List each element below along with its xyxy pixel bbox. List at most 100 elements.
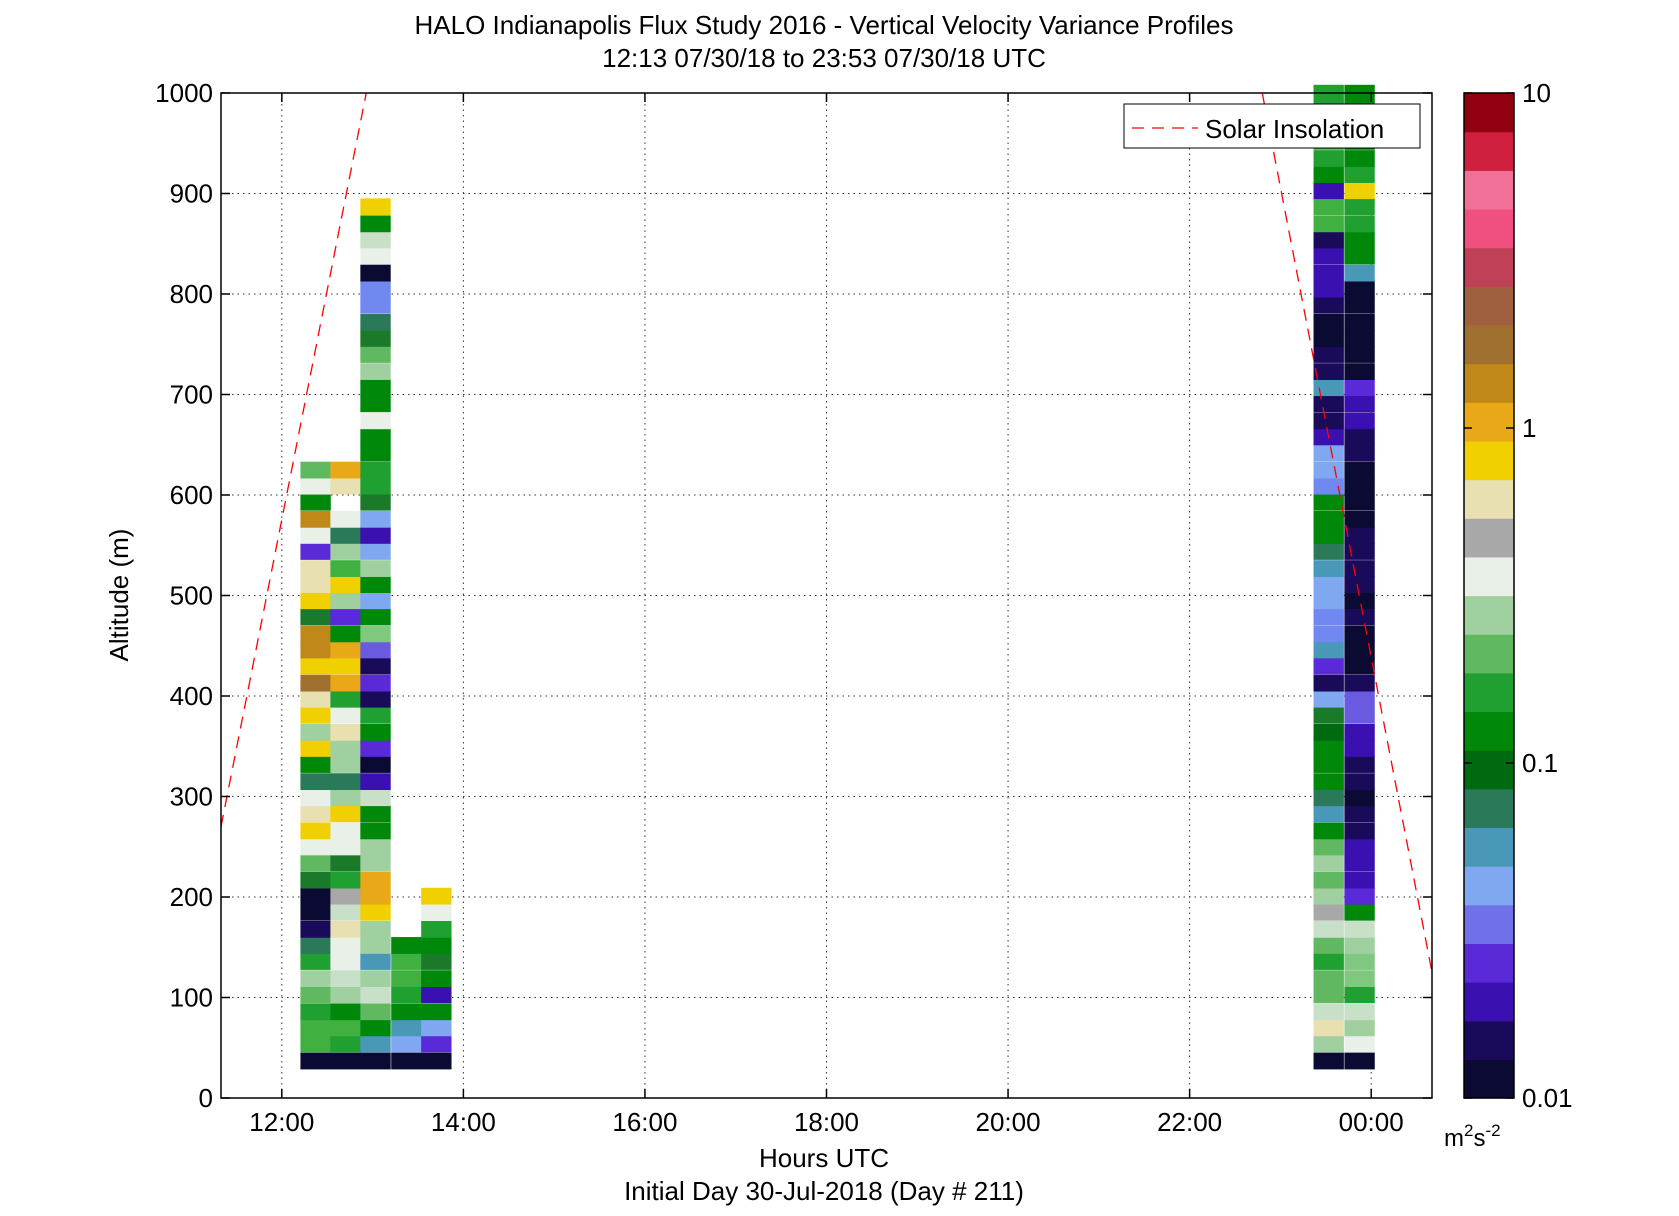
colorbar-segment	[1464, 866, 1514, 906]
heatmap-cell	[1344, 822, 1375, 840]
heatmap-cell	[421, 1003, 452, 1021]
heatmap-cell	[330, 543, 361, 560]
heatmap-cell	[360, 690, 391, 708]
y-tick-label: 900	[170, 179, 213, 209]
heatmap-cell	[1313, 346, 1344, 363]
heatmap-cell	[360, 805, 391, 823]
heatmap-cell	[1313, 493, 1344, 511]
heatmap-cell	[330, 461, 361, 479]
heatmap-cell	[1344, 674, 1375, 692]
heatmap-cell	[1344, 215, 1375, 233]
heatmap-cell	[330, 953, 361, 970]
heatmap-cell	[1344, 986, 1375, 1004]
heatmap-cell	[300, 592, 331, 610]
heatmap-cell	[330, 986, 361, 1004]
heatmap-cell	[1344, 903, 1375, 921]
heatmap-cell	[1313, 854, 1344, 872]
heatmap-cell	[300, 576, 331, 594]
heatmap-cell	[1344, 576, 1375, 594]
heatmap-cell	[1344, 740, 1375, 757]
heatmap-cell	[300, 608, 331, 626]
heatmap-cell	[360, 970, 391, 987]
heatmap-cell	[1344, 690, 1375, 708]
heatmap-cell	[1313, 150, 1344, 167]
heatmap-cell	[300, 838, 331, 856]
heatmap-cell	[300, 461, 331, 479]
colorbar-segment	[1464, 595, 1514, 635]
heatmap-cell	[1313, 789, 1344, 807]
colorbar-tick-label: 1	[1522, 413, 1536, 443]
heatmap-cell	[1344, 428, 1375, 446]
heatmap-cell	[360, 937, 391, 954]
y-tick-label: 600	[170, 480, 213, 510]
heatmap-cell	[300, 773, 331, 791]
y-tick-label: 800	[170, 279, 213, 309]
heatmap-cell	[1344, 527, 1375, 544]
heatmap-cell	[421, 920, 452, 938]
heatmap-cell	[360, 773, 391, 791]
heatmap-cell	[360, 706, 391, 724]
heatmap-cell	[360, 363, 391, 380]
heatmap-cell	[391, 970, 422, 987]
solar-insolation-line-0	[220, 92, 367, 827]
heatmap-cell	[360, 871, 391, 889]
heatmap-cell	[360, 543, 391, 560]
heatmap-cell	[1313, 296, 1344, 314]
heatmap-cell	[1313, 510, 1344, 528]
heatmap-cell	[1344, 838, 1375, 856]
axis-ticks: 12:00 14:00 16:00 18:00 20:00 22:00 00:00 0 100 2…	[155, 78, 1432, 1137]
heatmap-cell	[360, 608, 391, 626]
heatmap-cell	[1344, 198, 1375, 216]
heatmap-cell	[300, 822, 331, 840]
heatmap-cell	[1344, 412, 1375, 430]
heatmap-cell	[1313, 477, 1344, 495]
heatmap-cell	[330, 690, 361, 708]
heatmap-cell	[300, 543, 331, 560]
heatmap-cell	[1313, 706, 1344, 724]
heatmap-cell	[330, 576, 361, 594]
solar-insolation-series	[220, 92, 1433, 973]
colorbar-segment	[1464, 208, 1514, 249]
heatmap-cell	[1313, 527, 1344, 544]
y-tick-label: 700	[170, 380, 213, 410]
heatmap-cell	[360, 247, 391, 265]
heatmap-cell	[360, 461, 391, 479]
heatmap-cell	[1313, 264, 1344, 282]
heatmap-cell	[1313, 1019, 1344, 1037]
heatmap-cell	[1313, 1035, 1344, 1053]
heatmap-cell	[1313, 625, 1344, 643]
heatmap-cell	[360, 887, 391, 905]
heatmap-cell	[1344, 756, 1375, 773]
heatmap-cell	[330, 560, 361, 577]
colorbar-segment	[1464, 170, 1514, 210]
colorbar-units-sup2: -2	[1485, 1121, 1500, 1140]
colorbar-frame	[1463, 92, 1515, 1099]
colorbar-tick-label: 0.1	[1522, 748, 1558, 778]
heatmap-cell	[1344, 231, 1375, 249]
heatmap-cell	[360, 1003, 391, 1021]
heatmap-cell	[300, 854, 331, 872]
colorbar-segment	[1464, 788, 1514, 829]
heatmap-cell	[330, 706, 361, 724]
heatmap-cell	[300, 723, 331, 741]
heatmap-cell	[330, 773, 361, 791]
heatmap-cell	[330, 970, 361, 987]
heatmap-cell	[391, 1035, 422, 1053]
heatmap-cell	[330, 822, 361, 840]
x-tick-label: 00:00	[1339, 1107, 1404, 1137]
heatmap-cell	[360, 641, 391, 659]
heatmap-cell	[1344, 444, 1375, 462]
heatmap-cell	[1313, 412, 1344, 430]
heatmap-cell	[330, 625, 361, 643]
colorbar-tick-label: 10	[1522, 78, 1551, 108]
heatmap-cells	[300, 84, 1375, 1070]
heatmap-cell	[1344, 346, 1375, 363]
heatmap-cell	[330, 854, 361, 872]
heatmap-cell	[1344, 871, 1375, 889]
heatmap-cell	[360, 215, 391, 233]
heatmap-cell	[1344, 379, 1375, 397]
heatmap-cell	[1313, 822, 1344, 840]
x-tick-label: 22:00	[1157, 1107, 1222, 1137]
heatmap-cell	[360, 412, 391, 430]
